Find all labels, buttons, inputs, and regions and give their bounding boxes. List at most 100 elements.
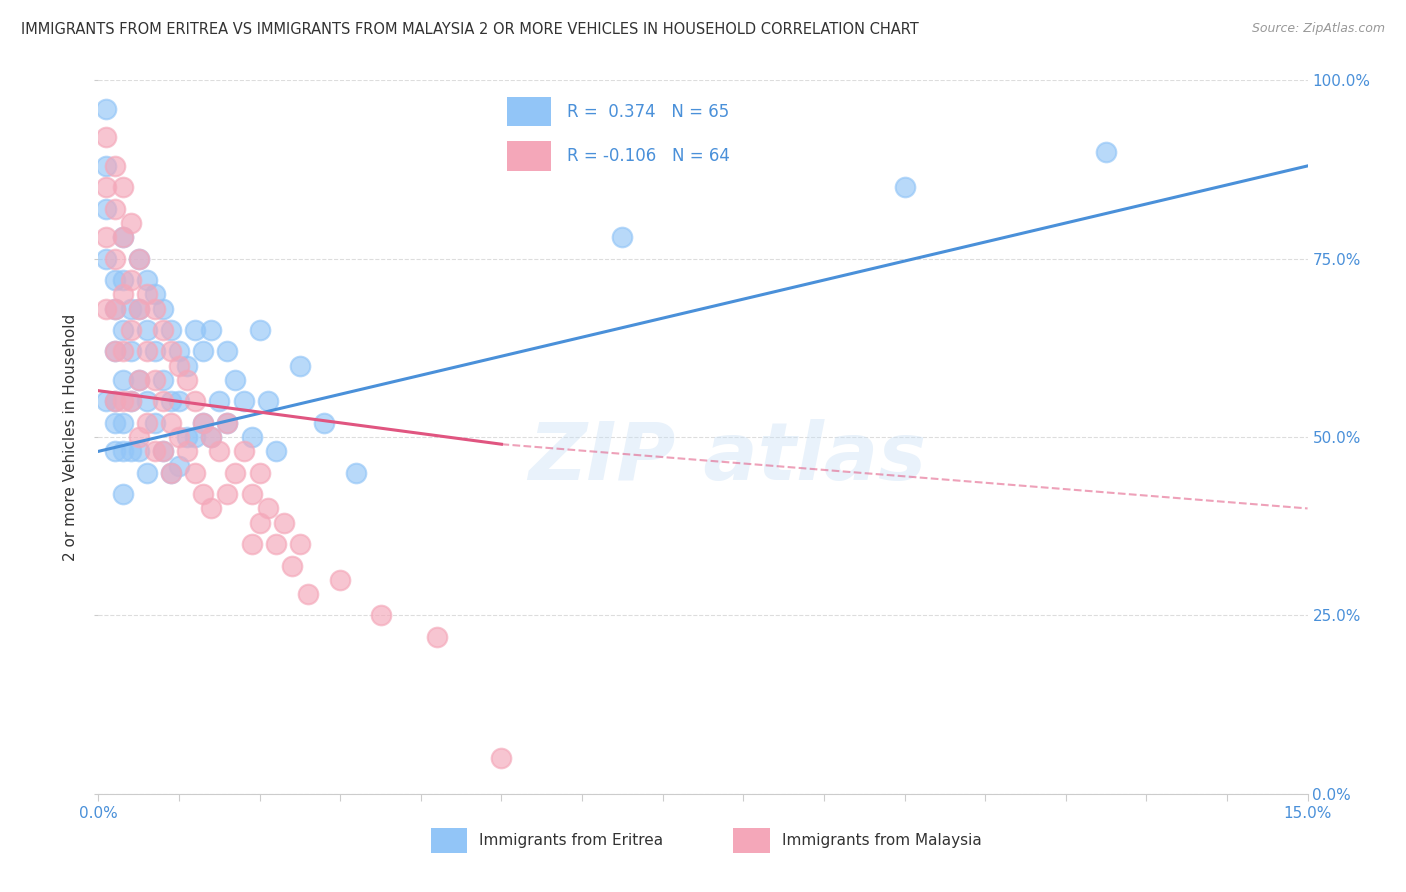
Point (152, 301, 174, 316)
Point (167, 394, 190, 409)
Point (152, 373, 174, 387)
Point (184, 430, 207, 444)
Point (128, 444, 150, 458)
Point (128, 373, 150, 387)
Point (167, 430, 190, 444)
Point (193, 487, 215, 501)
Point (152, 394, 174, 409)
Point (135, 273, 157, 287)
Point (143, 344, 166, 359)
Point (143, 416, 166, 430)
Point (344, 466, 367, 480)
Point (232, 444, 254, 458)
Point (256, 394, 278, 409)
Point (249, 323, 271, 337)
Point (249, 516, 271, 530)
Point (1095, 145, 1118, 159)
Point (103, 344, 125, 359)
Point (264, 444, 287, 458)
Point (128, 252, 150, 266)
Point (96, 130, 118, 145)
Point (200, 430, 222, 444)
Point (200, 501, 222, 516)
Point (167, 458, 190, 473)
Point (176, 444, 198, 458)
Point (176, 373, 198, 387)
Point (152, 323, 174, 337)
Point (111, 444, 134, 458)
Point (297, 587, 319, 601)
Point (288, 359, 311, 373)
Point (184, 394, 207, 409)
Point (120, 394, 142, 409)
Point (135, 287, 157, 301)
Point (160, 344, 183, 359)
Point (111, 230, 134, 244)
Text: IMMIGRANTS FROM ERITREA VS IMMIGRANTS FROM MALAYSIA 2 OR MORE VEHICLES IN HOUSEH: IMMIGRANTS FROM ERITREA VS IMMIGRANTS FR… (21, 22, 920, 37)
Point (103, 301, 125, 316)
Point (612, 230, 634, 244)
Y-axis label: 2 or more Vehicles in Household: 2 or more Vehicles in Household (63, 313, 79, 561)
Point (224, 373, 246, 387)
Point (128, 301, 150, 316)
Point (111, 180, 134, 194)
Point (143, 444, 166, 458)
Point (240, 487, 263, 501)
Point (96, 252, 118, 266)
Point (208, 444, 231, 458)
Point (240, 537, 263, 551)
Point (111, 230, 134, 244)
Point (167, 344, 190, 359)
Point (281, 558, 304, 573)
Point (249, 466, 271, 480)
Point (120, 444, 142, 458)
Point (128, 252, 150, 266)
Point (152, 444, 174, 458)
Point (224, 466, 246, 480)
Point (176, 430, 198, 444)
Point (96, 202, 118, 216)
Point (160, 416, 183, 430)
Point (160, 323, 183, 337)
Text: ZIP atlas: ZIP atlas (529, 419, 927, 498)
Point (96, 301, 118, 316)
Point (96, 230, 118, 244)
Point (426, 630, 449, 644)
Point (96, 102, 118, 116)
Point (200, 430, 222, 444)
Point (120, 273, 142, 287)
Point (193, 416, 215, 430)
Point (273, 516, 295, 530)
Point (256, 501, 278, 516)
Point (160, 466, 183, 480)
Point (217, 416, 239, 430)
Point (217, 344, 239, 359)
Point (193, 416, 215, 430)
Point (232, 394, 254, 409)
Point (329, 573, 352, 587)
Point (120, 394, 142, 409)
Point (111, 344, 134, 359)
Point (143, 287, 166, 301)
Point (288, 537, 311, 551)
Point (135, 323, 157, 337)
Point (135, 344, 157, 359)
Point (103, 344, 125, 359)
Point (184, 466, 207, 480)
Point (128, 301, 150, 316)
Point (217, 416, 239, 430)
Point (96, 159, 118, 173)
Point (208, 394, 231, 409)
Point (103, 444, 125, 458)
Point (103, 416, 125, 430)
Point (96, 394, 118, 409)
Point (111, 394, 134, 409)
Point (217, 487, 239, 501)
Point (96, 180, 118, 194)
Point (103, 394, 125, 409)
Point (143, 373, 166, 387)
Point (120, 344, 142, 359)
Point (370, 608, 392, 623)
Point (120, 216, 142, 230)
Point (120, 323, 142, 337)
